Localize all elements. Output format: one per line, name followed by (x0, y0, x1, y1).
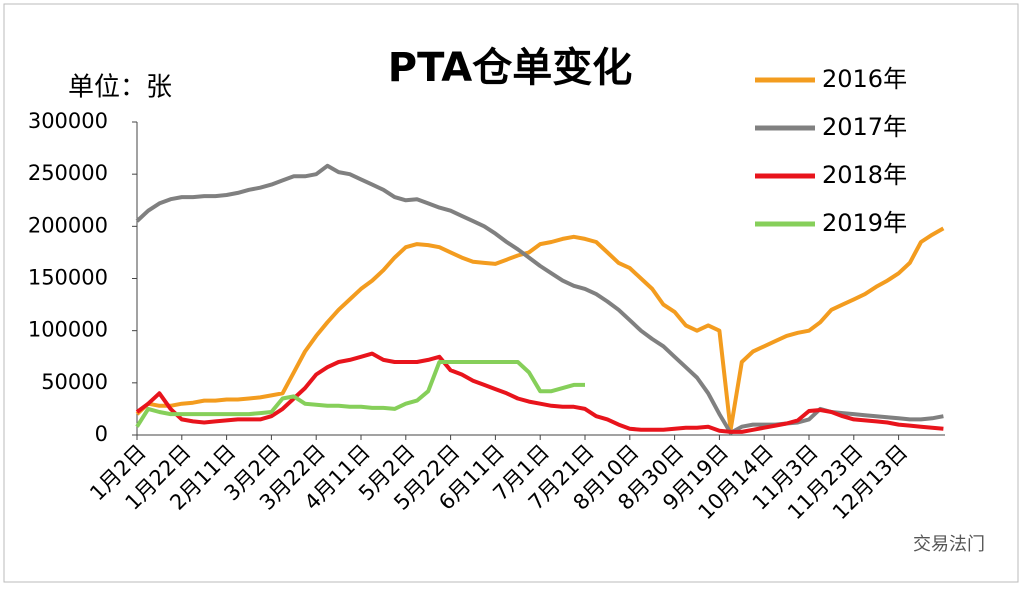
series-line (135, 226, 945, 432)
chart-title: PTA仓单变化 (388, 45, 632, 91)
y-tick-label: 0 (95, 422, 108, 446)
y-tick-label: 100000 (28, 318, 108, 342)
series-line (135, 351, 944, 434)
frame (3, 3, 1019, 583)
series-line (135, 360, 585, 428)
y-tick-label: 300000 (28, 109, 108, 133)
y-tick-label: 50000 (41, 370, 108, 394)
watermark: 交易法门 (913, 534, 985, 555)
legend-label: 2017年 (822, 113, 907, 141)
legend-label: 2016年 (822, 65, 907, 93)
unit-label: 单位：张 (68, 73, 172, 103)
legend-label: 2018年 (822, 161, 907, 189)
y-tick-label: 200000 (28, 213, 108, 237)
y-tick-label: 150000 (28, 266, 108, 290)
legend-label: 2019年 (822, 209, 907, 237)
series-line (135, 163, 944, 435)
y-tick-label: 250000 (28, 161, 108, 185)
